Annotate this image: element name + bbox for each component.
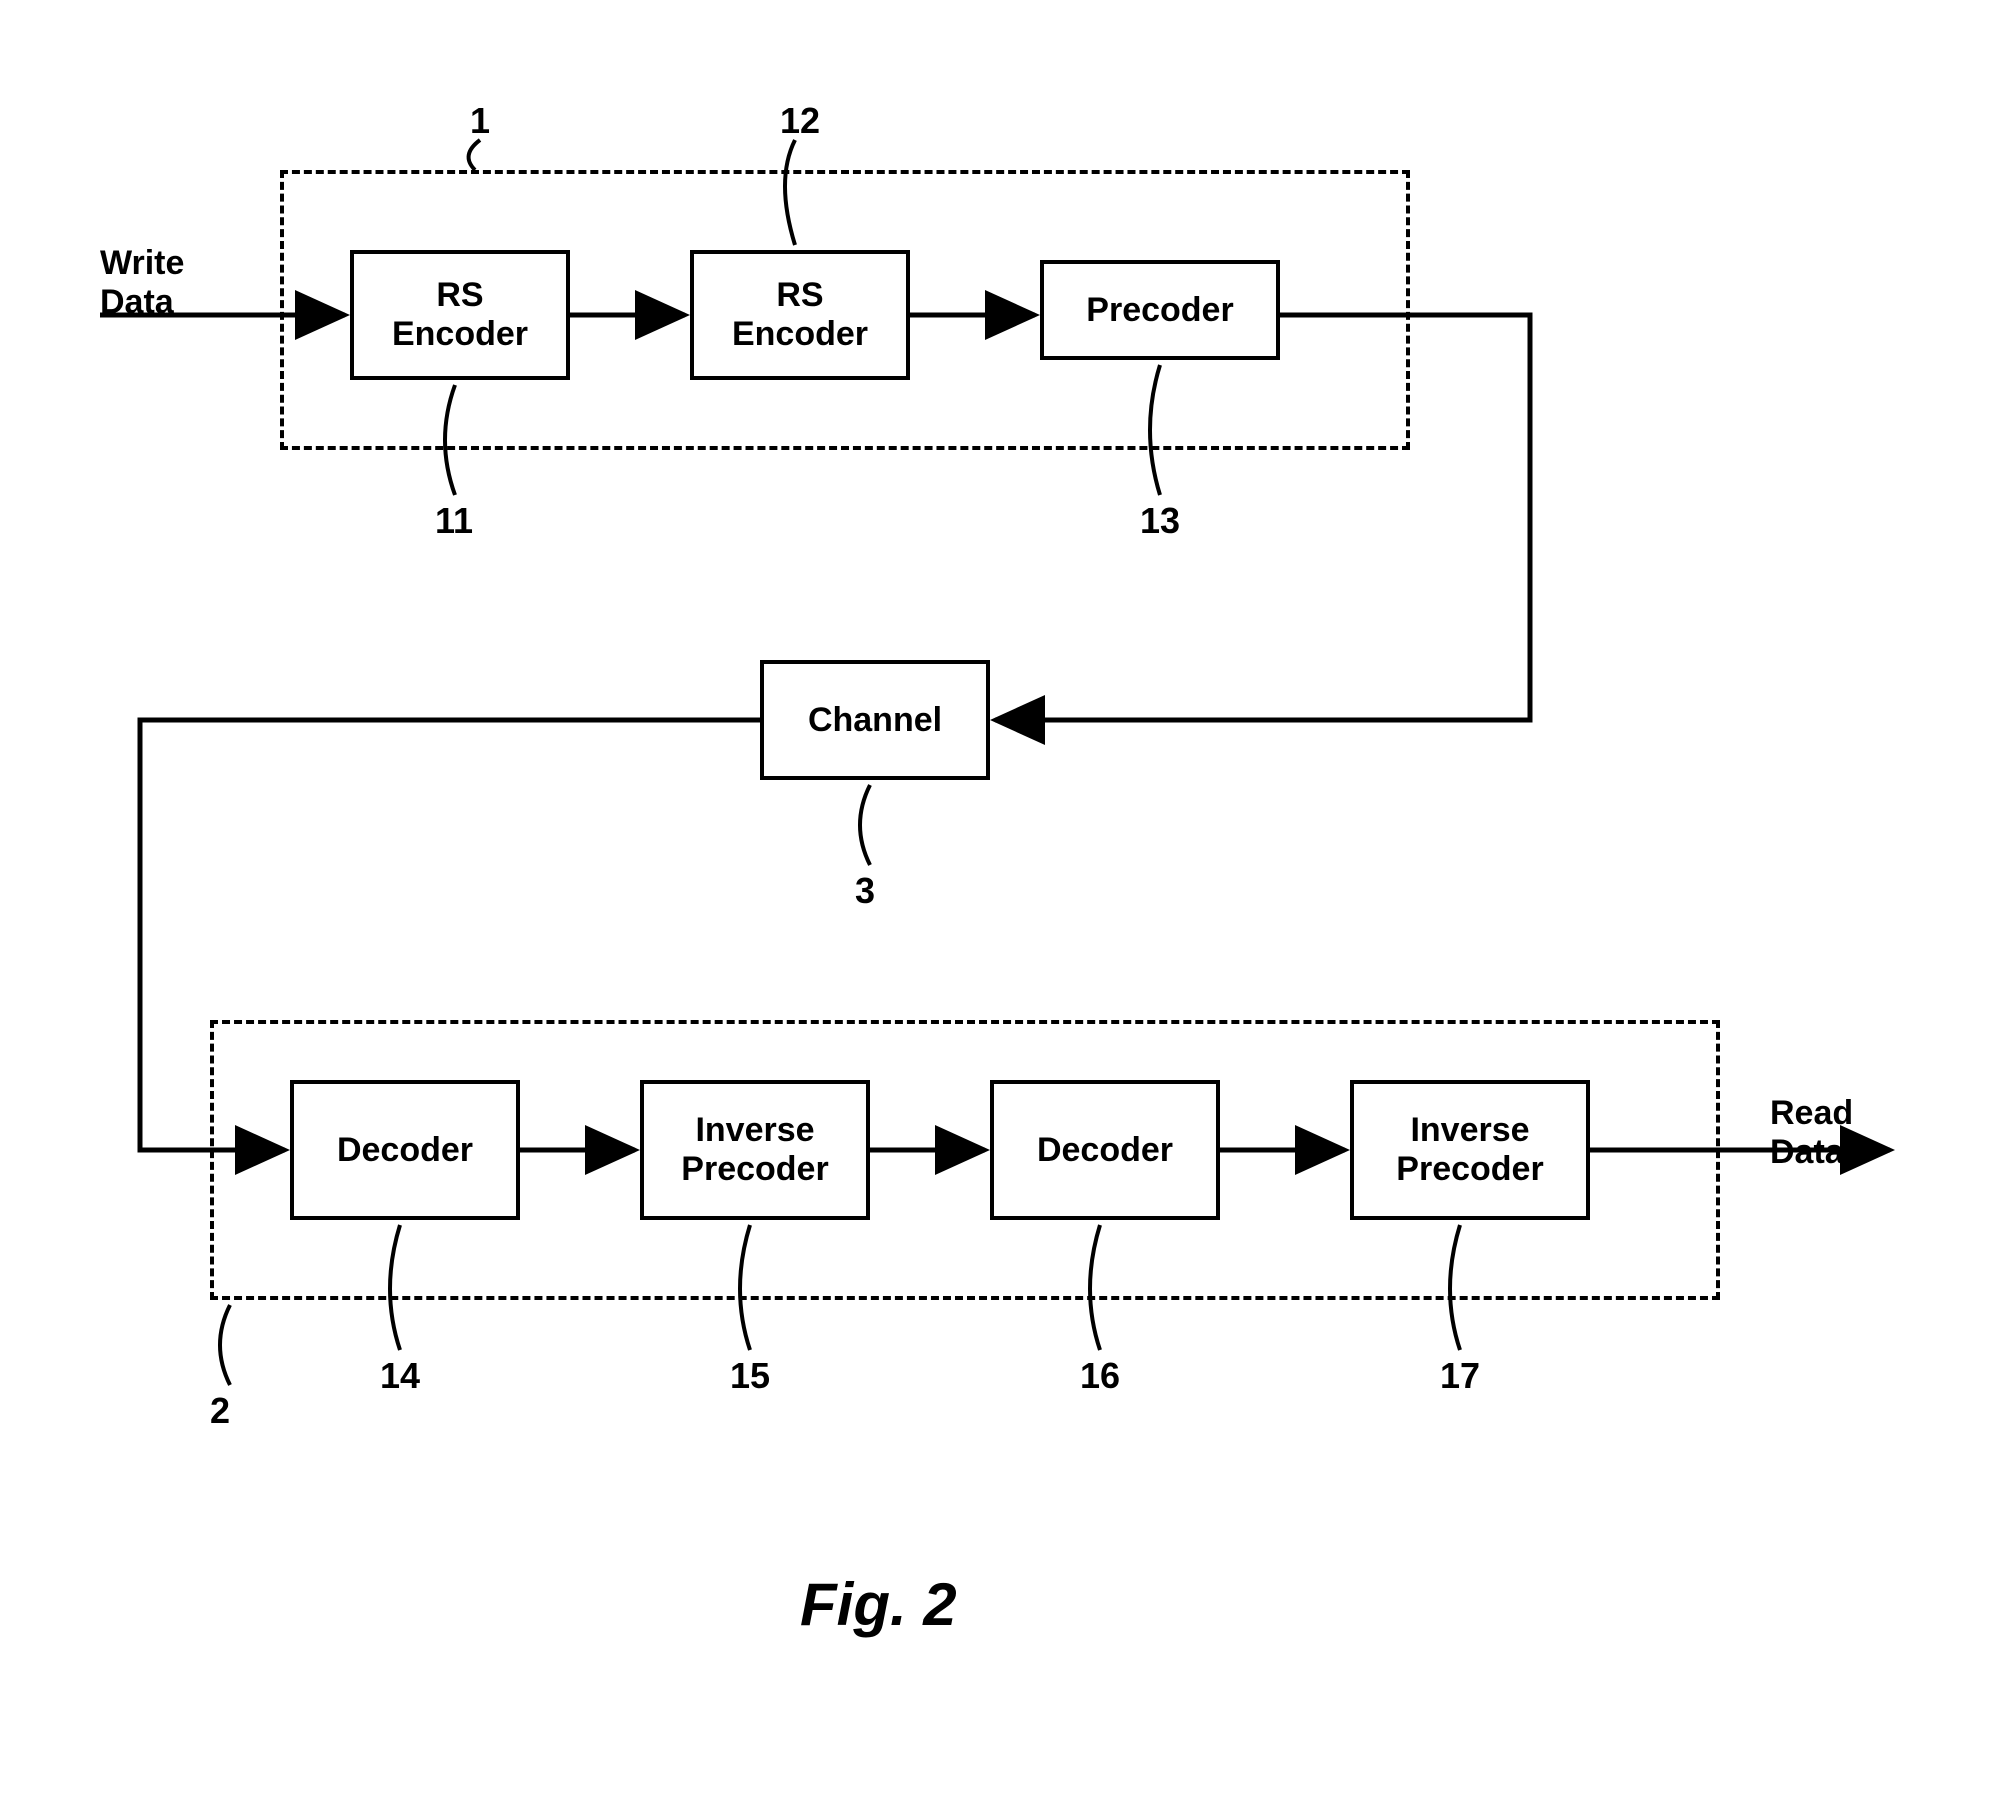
precoder-block: Precoder [1040,260,1280,360]
ref-decoder-1: 14 [380,1355,420,1397]
ref-rs-encoder-2: 12 [780,100,820,142]
write-data-label: Write Data [100,205,184,322]
rs-encoder-1-label: RS Encoder [392,276,528,354]
ref-decoder-2: 16 [1080,1355,1120,1397]
ref-rs-encoder-1: 11 [435,500,473,542]
inverse-precoder-2-block: Inverse Precoder [1350,1080,1590,1220]
read-data-label: Read Data [1770,1055,1853,1172]
channel-block: Channel [760,660,990,780]
inverse-precoder-1-block: Inverse Precoder [640,1080,870,1220]
ref-precoder: 13 [1140,500,1180,542]
block-diagram: RS Encoder RS Encoder Precoder Channel D… [80,100,1930,1700]
inverse-precoder-1-label: Inverse Precoder [681,1111,828,1189]
decoder-1-label: Decoder [337,1131,473,1170]
decoder-2-label: Decoder [1037,1131,1173,1170]
ref-channel: 3 [855,870,875,912]
ref-bottom-group: 2 [210,1390,230,1432]
decoder-1-block: Decoder [290,1080,520,1220]
inverse-precoder-2-label: Inverse Precoder [1396,1111,1543,1189]
rs-encoder-2-block: RS Encoder [690,250,910,380]
rs-encoder-2-label: RS Encoder [732,276,868,354]
figure-caption: Fig. 2 [800,1570,957,1639]
precoder-label: Precoder [1086,291,1233,330]
rs-encoder-1-block: RS Encoder [350,250,570,380]
decoder-2-block: Decoder [990,1080,1220,1220]
channel-label: Channel [808,701,942,740]
ref-inv-precoder-1: 15 [730,1355,770,1397]
ref-inv-precoder-2: 17 [1440,1355,1480,1397]
ref-top-group: 1 [470,100,490,142]
